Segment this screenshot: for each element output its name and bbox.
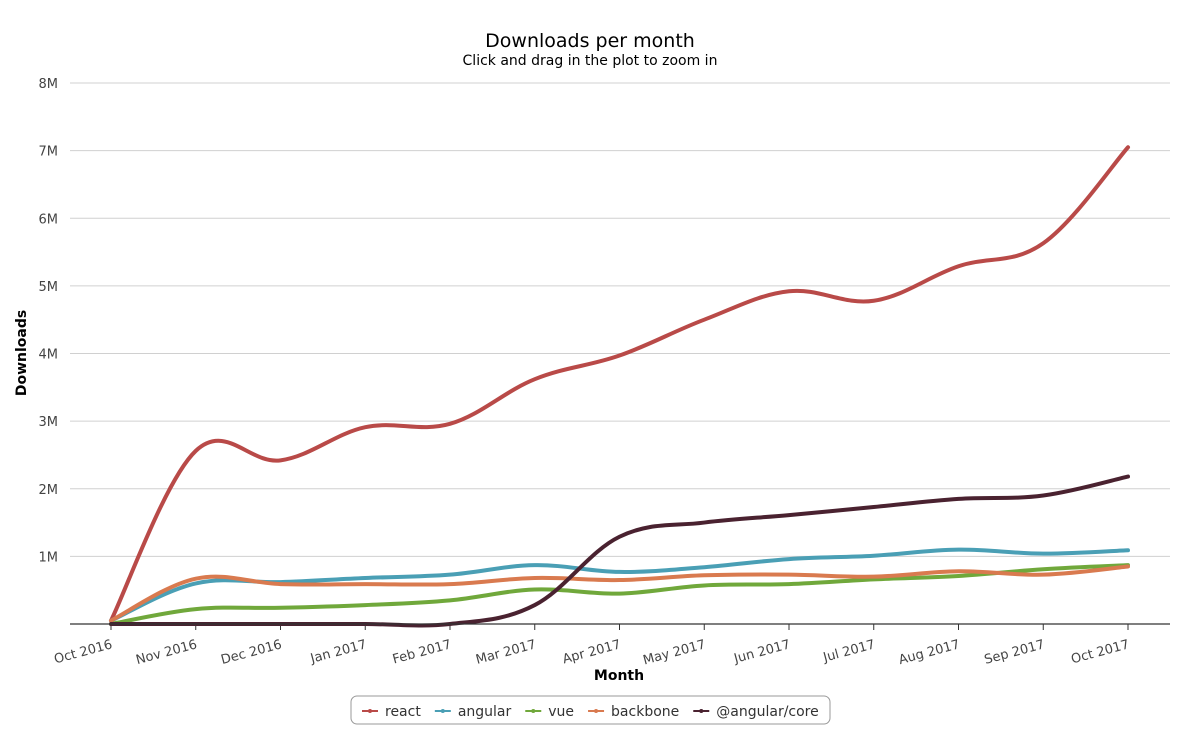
legend-item-angular-core[interactable]: @angular/core <box>693 704 819 720</box>
legend-item-react[interactable]: react <box>362 704 421 720</box>
y-tick-label: 3M <box>39 415 59 430</box>
y-tick-label: 8M <box>39 77 59 92</box>
gridlines <box>70 82 1170 557</box>
legend-marker <box>440 709 445 713</box>
legend-label: angular <box>458 704 512 720</box>
legend-item-backbone[interactable]: backbone <box>588 704 679 720</box>
legend-label: @angular/core <box>716 704 818 720</box>
legend-marker <box>368 709 372 713</box>
y-tick-label: 6M <box>39 212 59 227</box>
x-tick-label: Jul 2017 <box>821 637 877 665</box>
legend-marker <box>531 709 536 713</box>
y-tick-label: 5M <box>39 280 59 295</box>
y-tick-label: 2M <box>39 483 59 498</box>
legend-item-angular[interactable]: angular <box>434 704 512 720</box>
y-axis-ticks: 1M 2M 3M 4M 5M 6M 7M 8M <box>39 77 59 565</box>
series-line-angular[interactable] <box>109 547 1130 623</box>
y-tick-label: 1M <box>39 550 59 565</box>
x-tick-label: Mar 2017 <box>474 637 538 667</box>
x-axis-title: Month <box>594 668 644 684</box>
series-lines[interactable] <box>109 145 1130 628</box>
x-tick-label: Feb 2017 <box>391 637 453 667</box>
y-axis-title: Downloads <box>14 310 30 396</box>
x-tick-label: Jun 2017 <box>732 637 792 667</box>
series-line-react[interactable] <box>109 145 1130 623</box>
chart-subtitle: Click and drag in the plot to zoom in <box>463 53 718 69</box>
x-tick-label: Oct 2017 <box>1069 637 1131 667</box>
legend-item-vue[interactable]: vue <box>525 704 574 720</box>
x-tick-label: Nov 2016 <box>134 637 198 668</box>
legend-marker <box>594 709 599 713</box>
x-tick-label: Dec 2016 <box>219 637 283 668</box>
legend-marker <box>699 709 704 713</box>
legend-label: backbone <box>611 704 679 720</box>
x-tick-label: Apr 2017 <box>561 637 623 667</box>
x-axis-ticks: Oct 2016 Nov 2016 Dec 2016 Jan 2017 Feb 2017… <box>52 624 1131 668</box>
series-line-vue[interactable] <box>109 563 1130 626</box>
legend-label: vue <box>548 704 574 720</box>
legend-label: react <box>385 704 421 720</box>
x-tick-label: Jan 2017 <box>308 637 368 667</box>
x-tick-label: Aug 2017 <box>897 637 961 668</box>
y-tick-label: 7M <box>39 145 59 160</box>
legend[interactable]: react angular vue backbone @angular/core <box>350 695 831 725</box>
x-tick-label: Sep 2017 <box>983 637 1046 667</box>
series-line-backbone[interactable] <box>109 564 1130 623</box>
x-tick-label: Oct 2016 <box>52 637 114 667</box>
y-tick-label: 4M <box>39 348 59 363</box>
x-tick-label: May 2017 <box>641 637 707 668</box>
chart-title: Downloads per month <box>485 30 695 52</box>
